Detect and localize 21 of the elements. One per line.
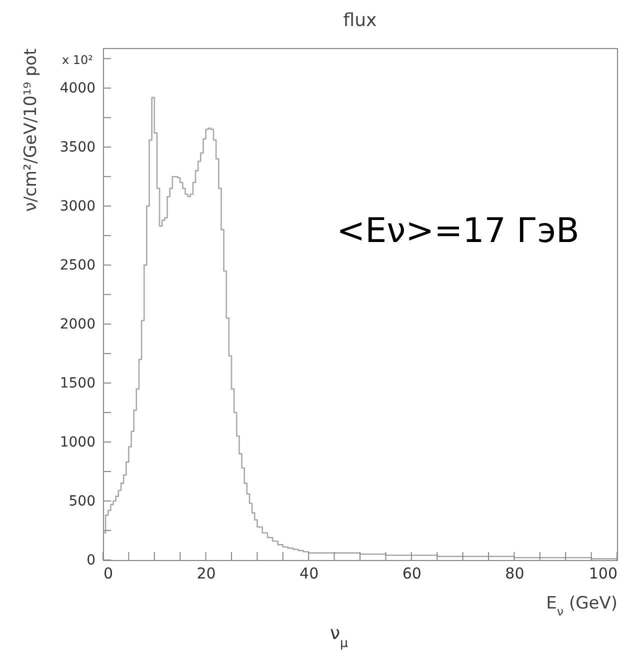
x-axis-title: E$_{ν}$ (GeV) — [546, 594, 618, 618]
text: ν$_{μ}$ — [330, 623, 348, 650]
y-tick-label: 3500 — [60, 140, 96, 156]
annotation: <Eν>=17 ГэВ — [336, 211, 580, 251]
y-tick-label: 3000 — [60, 198, 96, 215]
y-tick-label: 1500 — [60, 376, 96, 392]
y-tick-label: 2000 — [60, 316, 96, 333]
x-tick-label: 20 — [196, 564, 216, 582]
x-tick-label: 0 — [104, 564, 114, 582]
y-tick-label: 0 — [86, 552, 96, 568]
x-tick-label: 60 — [402, 564, 422, 582]
y-tick-label: 4000 — [60, 80, 96, 97]
x-tick-label: 80 — [505, 564, 524, 582]
x-tick-label: 40 — [300, 564, 319, 582]
chart-title: flux — [343, 10, 378, 31]
y-tick-label: 2500 — [60, 258, 96, 274]
y-tick-label: 1000 — [60, 434, 96, 451]
text: x 10² — [62, 53, 94, 67]
x-tick-label: 100 — [588, 564, 618, 582]
y-tick-label: 500 — [68, 494, 96, 510]
y-axis-title: ν/cm²/GeV/10¹⁹ pot — [20, 48, 41, 212]
